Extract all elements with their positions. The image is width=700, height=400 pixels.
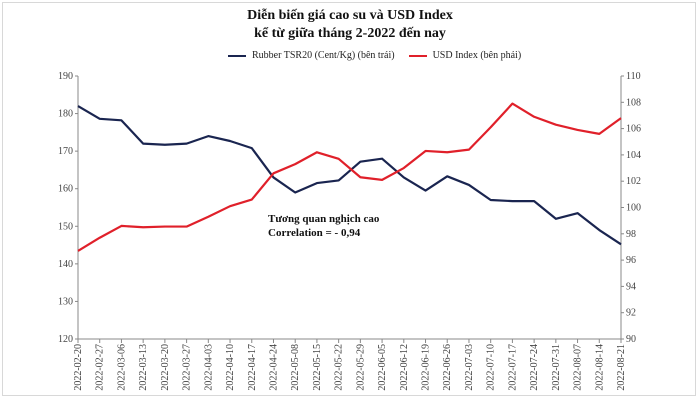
right-tick-label: 106 bbox=[626, 124, 641, 135]
x-tick-label: 2022-02-20 bbox=[73, 344, 84, 391]
x-tick-label: 2022-03-13 bbox=[138, 344, 149, 391]
left-tick-label: 150 bbox=[58, 221, 73, 232]
x-tick-label: 2022-04-03 bbox=[203, 344, 214, 391]
x-tick-label: 2022-08-14 bbox=[594, 344, 605, 391]
right-tick-label: 108 bbox=[626, 97, 641, 108]
left-tick-label: 130 bbox=[58, 296, 73, 307]
right-tick-label: 102 bbox=[626, 176, 641, 187]
legend-label-usd: USD Index (bên phải) bbox=[432, 50, 522, 61]
x-tick-label: 2022-04-24 bbox=[268, 344, 279, 391]
x-tick-label: 2022-04-17 bbox=[247, 344, 258, 391]
x-tick-label: 2022-07-31 bbox=[551, 344, 562, 391]
left-tick-label: 160 bbox=[58, 184, 73, 195]
right-tick-label: 104 bbox=[626, 150, 641, 161]
legend-swatch-usd bbox=[408, 54, 427, 57]
x-tick-label: 2022-05-22 bbox=[334, 344, 345, 391]
legend: Rubber TSR20 (Cent/Kg) (bên trái) USD In… bbox=[228, 50, 521, 61]
x-tick-label: 2022-05-15 bbox=[312, 344, 323, 391]
right-tick-label: 100 bbox=[626, 203, 641, 214]
x-tick-label: 2022-06-12 bbox=[399, 344, 410, 391]
left-tick-label: 190 bbox=[58, 71, 73, 82]
right-tick-label: 92 bbox=[626, 308, 636, 319]
right-tick-label: 90 bbox=[626, 334, 636, 345]
chart-title: Diễn biến giá cao su và USD Index bbox=[247, 8, 453, 23]
x-tick-label: 2022-08-21 bbox=[616, 344, 627, 391]
x-tick-label: 2022-03-20 bbox=[160, 344, 171, 391]
chart-frame bbox=[2, 2, 696, 396]
legend-swatch-rubber bbox=[228, 54, 246, 57]
x-tick-label: 2022-08-07 bbox=[573, 344, 584, 391]
x-tick-label: 2022-03-06 bbox=[116, 344, 127, 391]
x-tick-label: 2022-05-29 bbox=[355, 344, 366, 391]
right-tick-label: 96 bbox=[626, 255, 636, 266]
left-tick-label: 140 bbox=[58, 259, 73, 270]
left-tick-label: 170 bbox=[58, 146, 73, 157]
x-tick-label: 2022-06-19 bbox=[421, 344, 432, 391]
annotation-line-2: Correlation = - 0,94 bbox=[268, 227, 361, 239]
x-tick-label: 2022-07-03 bbox=[464, 344, 475, 391]
left-tick-label: 120 bbox=[58, 334, 73, 345]
legend-label-rubber: Rubber TSR20 (Cent/Kg) (bên trái) bbox=[252, 50, 395, 61]
x-tick-label: 2022-02-27 bbox=[95, 344, 106, 391]
x-tick-label: 2022-05-08 bbox=[290, 344, 301, 391]
chart-subtitle: kể từ giữa tháng 2-2022 đến nay bbox=[254, 26, 446, 41]
x-tick-label: 2022-06-26 bbox=[442, 344, 453, 391]
x-tick-label: 2022-07-24 bbox=[529, 344, 540, 391]
right-tick-label: 110 bbox=[626, 71, 641, 82]
annotation-line-1: Tương quan nghịch cao bbox=[268, 213, 380, 225]
series-line-usd-index bbox=[77, 102, 622, 252]
x-tick-label: 2022-06-05 bbox=[377, 344, 388, 391]
right-tick-label: 98 bbox=[626, 229, 636, 240]
x-tick-label: 2022-04-10 bbox=[225, 344, 236, 391]
x-tick-label: 2022-03-27 bbox=[182, 344, 193, 391]
left-tick-label: 180 bbox=[58, 109, 73, 120]
series-line-rubber bbox=[77, 105, 622, 246]
x-tick-label: 2022-07-10 bbox=[486, 344, 497, 391]
x-tick-label: 2022-07-17 bbox=[507, 344, 518, 391]
right-tick-label: 94 bbox=[626, 281, 636, 292]
